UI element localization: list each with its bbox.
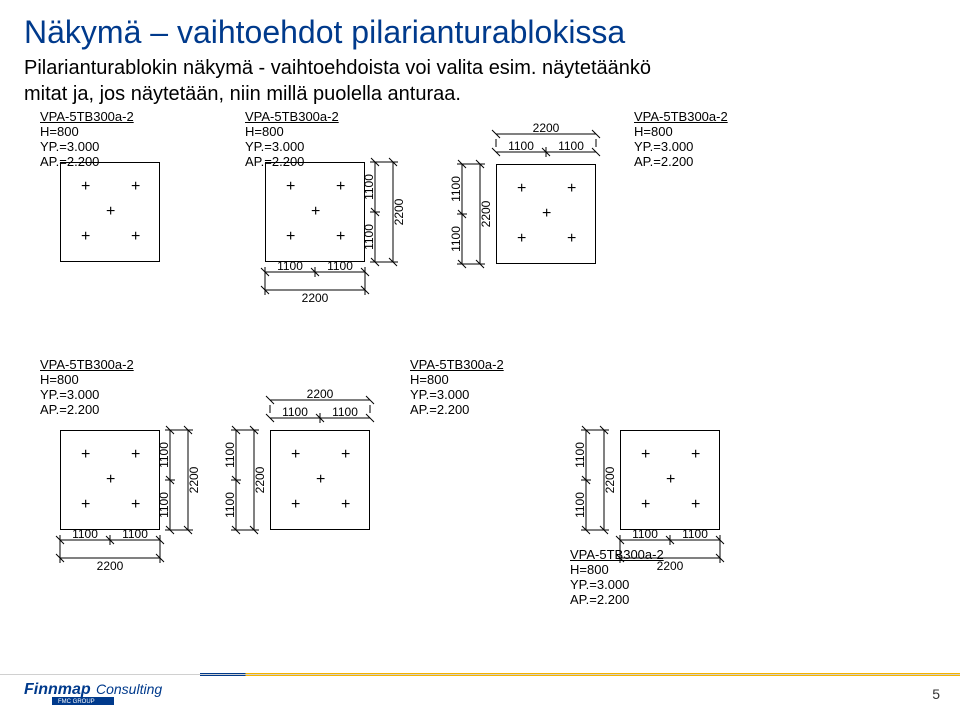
plus-mark: + [641,451,649,459]
svg-text:2200: 2200 [603,466,617,493]
plus-mark: + [691,451,699,459]
page-subtitle: Pilarianturablokin näkymä - vaihtoehdois… [0,55,960,117]
svg-text:2200: 2200 [657,559,684,573]
page-number: 5 [932,686,940,702]
svg-text:1100: 1100 [573,492,587,518]
page-title: Näkymä – vaihtoehdot pilarianturablokiss… [0,0,960,55]
svg-text:1100: 1100 [573,442,587,468]
footer: Finnmap Consulting FMC GROUP 5 [0,674,960,710]
svg-text:1100: 1100 [682,527,708,541]
diagram-area: +++++VPA-5TB300a-2H=800YP.=3.000AP.=2.20… [40,110,920,650]
subtitle-line2: mitat ja, jos näytetään, niin millä puol… [24,83,461,105]
plus-mark: + [666,476,674,484]
subtitle-line1: Pilarianturablokin näkymä - vaihtoehdois… [24,57,651,79]
plus-mark: + [641,501,649,509]
svg-text:1100: 1100 [632,527,658,541]
svg-text:Finnmap: Finnmap [24,681,91,698]
svg-text:FMC GROUP: FMC GROUP [58,699,95,705]
logo: Finnmap Consulting FMC GROUP [24,678,194,706]
svg-text:Consulting: Consulting [96,681,162,697]
variant-5: +++++VPA-5TB300a-2H=800YP.=3.000AP.=2.20… [40,110,920,650]
plus-mark: + [691,501,699,509]
